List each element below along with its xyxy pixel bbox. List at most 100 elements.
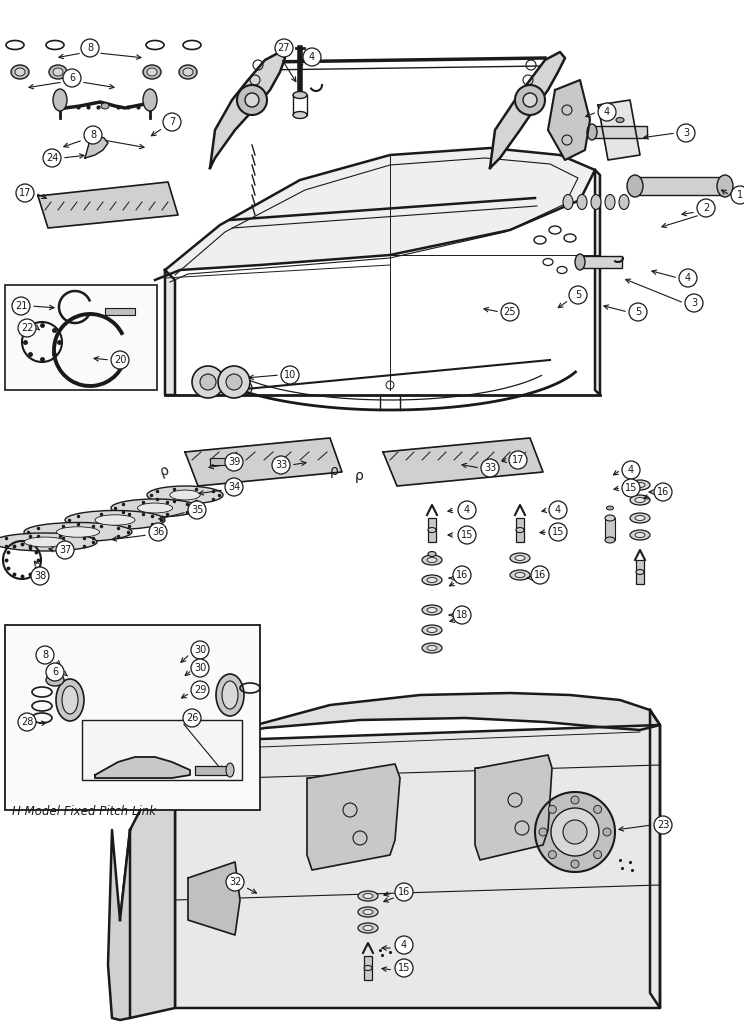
Circle shape	[16, 184, 34, 202]
Circle shape	[31, 567, 49, 585]
Text: 38: 38	[34, 571, 46, 581]
Ellipse shape	[49, 65, 67, 79]
Text: H Model Fixed Pitch Link: H Model Fixed Pitch Link	[12, 805, 156, 818]
Ellipse shape	[427, 628, 437, 633]
Text: 4: 4	[685, 273, 691, 283]
Text: 21: 21	[15, 301, 28, 311]
Text: 32: 32	[229, 877, 241, 887]
Circle shape	[523, 93, 537, 106]
Ellipse shape	[427, 557, 437, 562]
Circle shape	[563, 820, 587, 844]
Circle shape	[594, 851, 602, 859]
Text: 5: 5	[575, 290, 581, 300]
Ellipse shape	[515, 555, 525, 560]
Ellipse shape	[606, 516, 614, 520]
Circle shape	[501, 303, 519, 321]
Bar	[516, 518, 524, 542]
Circle shape	[281, 366, 299, 384]
Polygon shape	[175, 725, 660, 1008]
Text: 29: 29	[194, 685, 206, 695]
Text: 30: 30	[194, 663, 206, 673]
Ellipse shape	[358, 923, 378, 933]
Polygon shape	[155, 148, 595, 280]
Circle shape	[594, 805, 602, 813]
Circle shape	[622, 479, 640, 497]
Ellipse shape	[428, 552, 436, 556]
Circle shape	[12, 297, 30, 315]
Text: 26: 26	[186, 713, 198, 723]
Circle shape	[453, 606, 471, 624]
Ellipse shape	[515, 572, 525, 578]
Ellipse shape	[619, 195, 629, 210]
Circle shape	[111, 351, 129, 369]
Circle shape	[677, 124, 695, 142]
Ellipse shape	[577, 195, 587, 210]
Ellipse shape	[422, 643, 442, 653]
Ellipse shape	[183, 68, 193, 76]
Text: 17: 17	[512, 455, 525, 465]
Text: 6: 6	[52, 667, 58, 677]
Ellipse shape	[427, 645, 437, 650]
Ellipse shape	[25, 537, 65, 547]
Ellipse shape	[143, 89, 157, 111]
Polygon shape	[188, 862, 240, 935]
Circle shape	[458, 501, 476, 519]
Text: 8: 8	[90, 130, 96, 140]
Polygon shape	[85, 136, 108, 158]
Circle shape	[654, 816, 672, 834]
Circle shape	[551, 808, 599, 856]
Circle shape	[654, 483, 672, 501]
Polygon shape	[120, 742, 175, 1018]
Text: ρ: ρ	[158, 463, 171, 479]
Ellipse shape	[635, 532, 645, 538]
Circle shape	[515, 85, 545, 115]
Text: 8: 8	[87, 43, 93, 53]
Ellipse shape	[605, 537, 615, 543]
Ellipse shape	[293, 112, 307, 119]
Text: 4: 4	[604, 106, 610, 117]
Ellipse shape	[24, 522, 132, 542]
Text: 15: 15	[461, 530, 473, 540]
Text: 15: 15	[625, 483, 637, 493]
Circle shape	[598, 103, 616, 121]
Polygon shape	[595, 170, 600, 395]
Circle shape	[36, 646, 54, 664]
Text: 30: 30	[194, 645, 206, 655]
Circle shape	[622, 461, 640, 479]
Text: 15: 15	[398, 963, 410, 973]
Ellipse shape	[616, 118, 624, 123]
Polygon shape	[38, 182, 178, 228]
Circle shape	[225, 478, 243, 496]
Circle shape	[183, 709, 201, 727]
Polygon shape	[108, 830, 130, 1020]
Circle shape	[629, 303, 647, 321]
Circle shape	[535, 792, 615, 872]
Ellipse shape	[591, 195, 601, 210]
Ellipse shape	[138, 503, 173, 513]
Ellipse shape	[226, 763, 234, 777]
Bar	[82, 720, 242, 780]
Ellipse shape	[422, 575, 442, 585]
Circle shape	[43, 150, 61, 167]
Ellipse shape	[101, 103, 109, 109]
Polygon shape	[307, 764, 400, 870]
Bar	[5, 285, 157, 390]
Ellipse shape	[717, 175, 733, 197]
Ellipse shape	[428, 527, 436, 532]
Text: 22: 22	[21, 323, 33, 333]
Text: 18: 18	[456, 610, 468, 620]
Circle shape	[226, 873, 244, 891]
Polygon shape	[95, 757, 190, 778]
Text: 25: 25	[504, 307, 516, 317]
Ellipse shape	[587, 124, 597, 140]
Circle shape	[539, 828, 547, 836]
Circle shape	[191, 681, 209, 699]
Circle shape	[81, 39, 99, 57]
Ellipse shape	[170, 490, 200, 500]
Circle shape	[226, 374, 242, 390]
Bar	[210, 458, 226, 465]
Ellipse shape	[358, 891, 378, 901]
Text: ρ: ρ	[355, 469, 364, 483]
Ellipse shape	[358, 907, 378, 918]
Bar	[105, 308, 135, 315]
